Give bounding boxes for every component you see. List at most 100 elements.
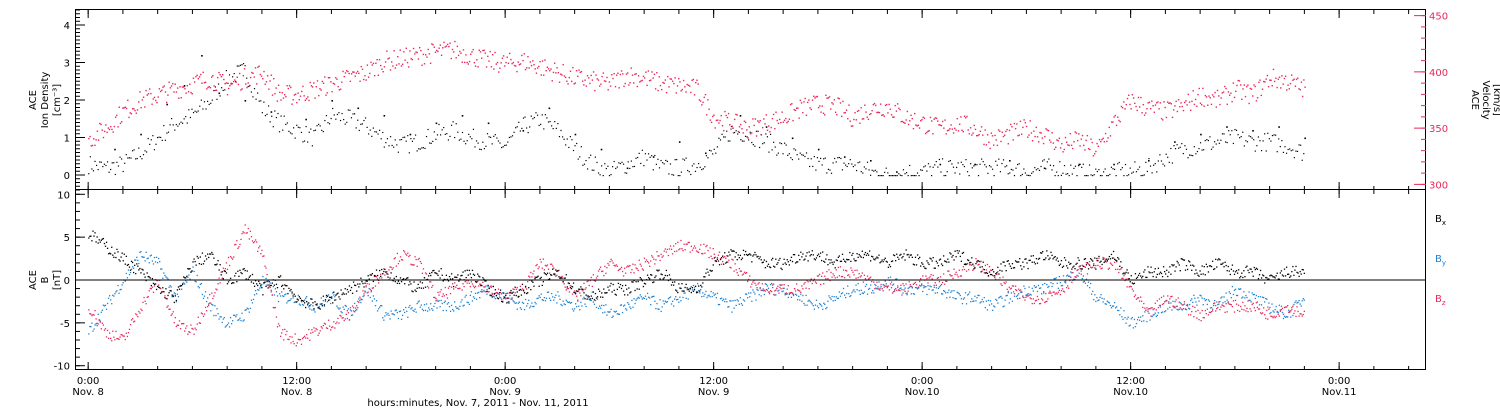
density-point bbox=[561, 136, 564, 138]
velocity-point bbox=[204, 81, 207, 84]
by-point bbox=[572, 310, 575, 312]
bz-point bbox=[732, 259, 734, 261]
bx-point bbox=[142, 269, 144, 271]
bx-point bbox=[620, 287, 623, 290]
velocity-point bbox=[1080, 138, 1082, 140]
velocity-point bbox=[119, 122, 122, 125]
velocity-point bbox=[1083, 144, 1085, 147]
bz-point bbox=[1089, 266, 1092, 268]
by-point bbox=[802, 294, 804, 297]
bz-point bbox=[954, 273, 956, 275]
bx-point bbox=[381, 268, 383, 271]
by-point bbox=[188, 274, 190, 276]
by-point bbox=[368, 287, 370, 290]
by-point bbox=[257, 288, 259, 291]
velocity-point bbox=[594, 89, 596, 92]
bz-point bbox=[981, 270, 983, 272]
bz-point bbox=[699, 248, 701, 251]
by-point bbox=[178, 285, 181, 287]
by-point bbox=[227, 322, 230, 324]
bz-point bbox=[234, 244, 236, 246]
by-point bbox=[1150, 307, 1152, 309]
by-point bbox=[132, 267, 135, 269]
bz-point bbox=[471, 283, 474, 285]
by-point bbox=[522, 302, 525, 305]
by-point bbox=[1198, 300, 1200, 302]
by-point bbox=[626, 309, 628, 311]
by-point bbox=[1279, 310, 1282, 312]
velocity-point bbox=[714, 127, 716, 129]
by-point bbox=[949, 296, 951, 298]
velocity-point bbox=[1019, 120, 1022, 123]
density-point bbox=[339, 119, 342, 122]
velocity-point bbox=[97, 139, 100, 141]
bx-point bbox=[627, 294, 629, 296]
velocity-point bbox=[898, 107, 900, 110]
by-point bbox=[790, 296, 793, 299]
density-point bbox=[1120, 169, 1122, 171]
bz-point bbox=[1021, 291, 1023, 293]
velocity-point bbox=[1045, 128, 1047, 130]
bz-point bbox=[373, 275, 376, 278]
density-point bbox=[1013, 175, 1016, 177]
velocity-point bbox=[445, 45, 448, 47]
density-point bbox=[225, 69, 227, 72]
by-point bbox=[984, 306, 986, 309]
bz-point bbox=[1279, 309, 1282, 311]
density-point bbox=[311, 145, 313, 147]
density-point bbox=[638, 152, 640, 154]
density-point bbox=[818, 160, 820, 162]
by-point bbox=[289, 299, 291, 302]
bx-point bbox=[766, 265, 769, 267]
velocity-point bbox=[746, 129, 748, 131]
bz-point bbox=[911, 286, 914, 288]
velocity-point bbox=[341, 81, 343, 83]
bz-point bbox=[421, 272, 424, 274]
density-point bbox=[1234, 128, 1236, 131]
bz-point bbox=[1056, 293, 1058, 295]
velocity-point bbox=[686, 83, 688, 86]
by-point bbox=[234, 314, 236, 316]
bx-point bbox=[594, 292, 597, 295]
velocity-point bbox=[491, 53, 494, 56]
bz-point bbox=[633, 272, 635, 274]
velocity-point bbox=[578, 69, 580, 71]
density-point bbox=[621, 161, 623, 163]
density-point bbox=[397, 151, 399, 153]
bz-point bbox=[767, 291, 770, 293]
by-point bbox=[388, 314, 390, 317]
velocity-point bbox=[547, 68, 550, 70]
density-point bbox=[619, 162, 622, 165]
bx-point bbox=[129, 269, 132, 271]
by-point bbox=[929, 285, 931, 287]
bz-point bbox=[289, 336, 291, 338]
by-point bbox=[688, 288, 690, 290]
density-point bbox=[887, 172, 889, 174]
bz-point bbox=[785, 292, 787, 294]
velocity-point bbox=[123, 107, 125, 109]
velocity-point bbox=[209, 87, 212, 89]
bz-point bbox=[1017, 294, 1019, 296]
density-point bbox=[724, 136, 726, 138]
bz-point bbox=[1138, 300, 1141, 302]
velocity-point bbox=[740, 123, 742, 126]
bx-point bbox=[313, 308, 315, 310]
bz-point bbox=[1073, 278, 1075, 280]
bz-point bbox=[1099, 265, 1101, 268]
velocity-point bbox=[264, 83, 266, 85]
bz-point bbox=[259, 245, 261, 247]
by-point bbox=[200, 282, 203, 285]
velocity-point bbox=[158, 88, 161, 90]
bz-point bbox=[1051, 294, 1053, 297]
bz-point bbox=[474, 285, 477, 288]
bx-point bbox=[687, 288, 689, 291]
bz-point bbox=[365, 286, 367, 288]
velocity-point bbox=[965, 117, 967, 119]
velocity-point bbox=[252, 72, 254, 75]
velocity-point bbox=[316, 80, 319, 82]
bz-point bbox=[588, 284, 590, 287]
by-point bbox=[370, 291, 372, 293]
velocity-point bbox=[321, 80, 324, 83]
by-point bbox=[1043, 291, 1045, 293]
bx-point bbox=[555, 269, 557, 271]
